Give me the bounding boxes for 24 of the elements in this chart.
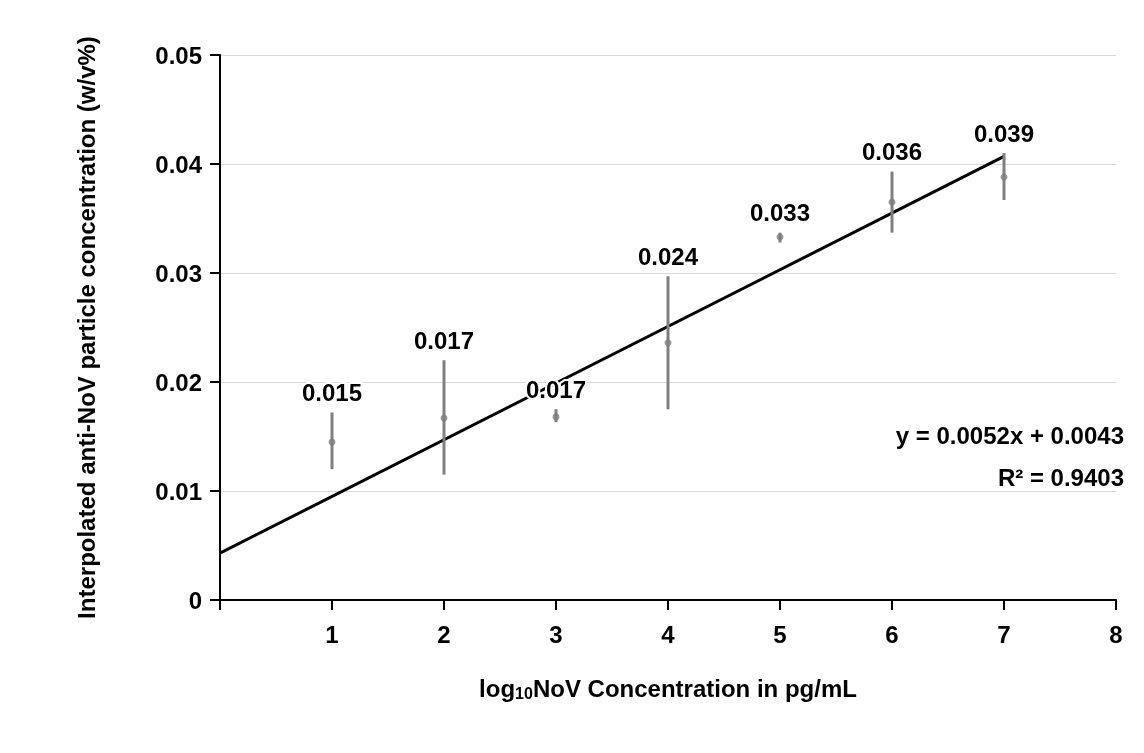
y-tick-label: 0.05 <box>155 41 202 69</box>
x-tick-label: 7 <box>997 620 1011 648</box>
x-tick-label: 1 <box>325 620 339 648</box>
x-tick-label: 4 <box>661 620 676 648</box>
data-label: 0.036 <box>861 138 923 166</box>
data-label: 0.039 <box>973 119 1035 147</box>
y-tick-label: 0.03 <box>155 259 202 287</box>
x-tick-label: 6 <box>885 620 899 648</box>
x-tick-label: 5 <box>773 620 787 648</box>
y-tick-label: 0.01 <box>155 477 202 505</box>
x-tick-label: 2 <box>437 620 451 648</box>
x-axis-title: log10NoV Concentration in pg/mL <box>479 674 857 702</box>
y-tick-label: 0.02 <box>155 368 202 396</box>
annotation: y = 0.0052x + 0.0043 <box>895 421 1124 449</box>
data-label: 0.017 <box>413 326 475 354</box>
data-label: 0.015 <box>301 379 363 407</box>
data-label: 0.033 <box>749 199 811 227</box>
annotation: R² = 0.9403 <box>997 463 1124 491</box>
y-tick-label: 0.04 <box>155 150 203 178</box>
x-tick-label: 8 <box>1109 620 1123 648</box>
y-tick-label: 0 <box>188 586 202 614</box>
data-label: 0.024 <box>637 242 699 270</box>
x-tick-label: 3 <box>549 620 563 648</box>
y-axis-title: Interpolated anti-NoV particle concentration (w/v%) <box>72 36 100 619</box>
